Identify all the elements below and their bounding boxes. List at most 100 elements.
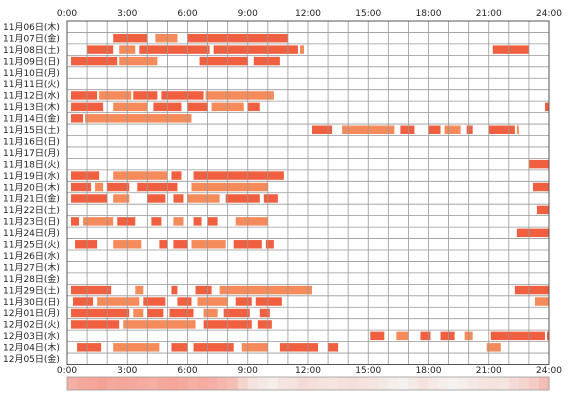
density-cell [528,377,540,390]
density-cell [187,377,199,390]
density-cell [538,377,550,390]
density-cell [388,377,399,390]
row-label: 11月21日(金) [3,193,60,205]
row-label: 11月17日(月) [3,148,60,159]
top-axis-ticks: 0:00 3:00 6:00 9:00 12:00 15:00 18:00 21:00 24:0… [57,9,562,19]
row-label: 11月06日(木) [3,21,60,33]
density-cell [518,377,530,390]
activity-bar [71,217,80,226]
activity-bar [83,217,114,226]
row-label: 11月13日(木) [3,101,60,113]
row-label: 11月19日(水) [3,170,60,182]
activity-bar [193,171,284,180]
activity-bar [544,102,549,112]
activity-bar [87,45,114,54]
activity-bar [370,331,385,341]
activity-bar [328,343,339,352]
row-label: 11月26日(水) [3,250,60,262]
bottom-tick-label: 0:00 [57,366,77,376]
activity-bar [71,194,108,203]
activity-bar [147,194,166,203]
activity-bar [75,240,98,249]
activity-bar [161,91,204,100]
activity-bar [113,343,160,352]
activity-bar [107,182,130,192]
activity-bar [488,125,515,134]
activity-bar [151,217,162,226]
row-label: 11月11日(火) [3,79,60,90]
density-cell [318,377,329,390]
activity-bar [173,194,184,203]
row-label: 11月23日(日) [3,217,60,228]
row-label: 11月30日(日) [3,297,60,308]
density-cell [77,377,88,390]
density-cell [147,377,158,390]
activity-bar [265,240,274,249]
activity-bar [73,297,94,306]
activity-bar [199,56,248,66]
activity-bar [255,297,282,306]
activity-bar [71,308,130,318]
top-tick-label: 24:00 [536,9,562,19]
activity-bar [440,331,455,341]
top-tick-label: 21:00 [476,9,502,19]
activity-bar [99,91,132,100]
density-cell [287,377,299,390]
activity-bar [486,343,501,352]
density-cell [87,377,98,390]
row-label: 11月18日(火) [3,159,60,170]
density-cell [428,377,440,390]
activity-bar [253,56,280,66]
plot-border [66,20,550,365]
activity-bar [259,308,270,318]
activity-bar [113,102,148,112]
bottom-axis-ticks: 0:00 3:00 6:00 9:00 12:00 15:00 18:00 21:00 24:0… [57,366,562,376]
row-label: 11月16日(日) [3,136,60,147]
activity-bar [123,320,196,329]
activity-bar [420,331,431,341]
row-label: 12月05日(金) [3,353,60,365]
density-cell [368,377,379,390]
density-cell [478,377,490,390]
density-cell [117,377,128,390]
density-cell [197,377,209,390]
activity-bar [213,45,298,54]
row-label: 11月27日(木) [3,261,60,273]
activity-bar [133,308,144,318]
top-tick-label: 3:00 [117,9,137,19]
activity-bar [171,285,178,295]
row-label: 11月22日(土) [3,204,60,216]
density-cell [418,377,429,390]
row-label: 11月24日(月) [3,228,60,239]
bottom-tick-label: 6:00 [177,366,197,376]
grid-lines [67,21,549,365]
activity-bar [71,171,100,180]
activity-bar [466,125,473,134]
activity-bar [225,194,260,203]
density-strip [67,377,550,390]
activity-bar [444,125,461,134]
activity-bar [187,102,208,112]
activity-bar [137,182,178,192]
activity-bar [516,125,519,134]
activity-bar [257,320,272,329]
activity-bar [71,91,98,100]
density-cell [458,377,470,390]
activity-bar [197,297,228,306]
density-cell [378,377,389,390]
row-label: 12月03日(水) [3,330,60,342]
activity-bar [235,297,252,306]
activity-bar [528,159,549,169]
activity-bar [71,56,118,66]
activity-bar [117,217,136,226]
density-cell [348,377,359,390]
activity-bar [203,308,218,318]
activity-bar [71,285,112,295]
activity-bar [187,194,220,203]
density-cell [297,377,309,390]
density-cell [448,377,460,390]
bottom-tick-label: 12:00 [295,366,321,376]
density-cell [177,377,188,390]
activity-bar [85,114,192,123]
row-label: 11月10日(月) [3,68,60,79]
